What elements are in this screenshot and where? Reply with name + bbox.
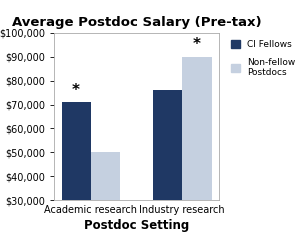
Legend: CI Fellows, Non-fellow
Postdocs: CI Fellows, Non-fellow Postdocs bbox=[229, 37, 298, 80]
Bar bbox=[91, 152, 120, 200]
X-axis label: Postdoc Setting: Postdoc Setting bbox=[84, 219, 189, 232]
Bar bbox=[182, 57, 212, 200]
Bar bbox=[153, 90, 182, 200]
Bar bbox=[61, 102, 91, 200]
Text: *: * bbox=[72, 83, 80, 98]
Title: Average Postdoc Salary (Pre-tax): Average Postdoc Salary (Pre-tax) bbox=[12, 16, 261, 29]
Text: *: * bbox=[193, 37, 201, 52]
